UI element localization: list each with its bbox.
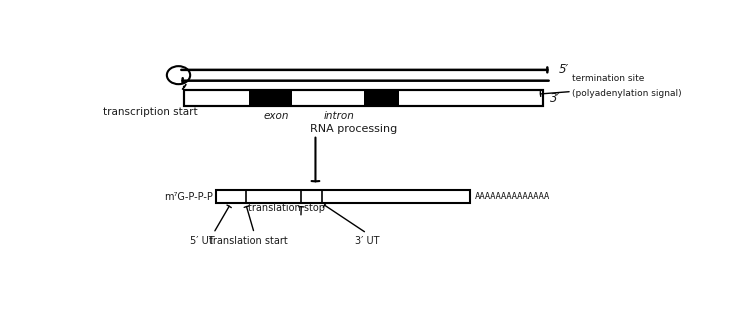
Text: translation stop: translation stop <box>248 203 325 213</box>
Text: 3′ UT: 3′ UT <box>354 236 379 246</box>
Bar <box>217 190 470 203</box>
Bar <box>249 90 292 106</box>
Text: 3′: 3′ <box>550 92 560 105</box>
Text: exon: exon <box>263 111 289 121</box>
Text: termination site: termination site <box>572 74 644 83</box>
Text: m⁷G-P-P-P: m⁷G-P-P-P <box>164 192 213 202</box>
Text: translation start: translation start <box>209 236 288 246</box>
Text: AAAAAAAAAAAAAA: AAAAAAAAAAAAAA <box>475 192 550 201</box>
Text: intron: intron <box>324 111 355 121</box>
Text: 5′ UT: 5′ UT <box>190 236 214 246</box>
Bar <box>363 90 399 106</box>
Bar <box>184 90 543 106</box>
Text: 5′: 5′ <box>559 63 569 76</box>
Text: (polyadenylation signal): (polyadenylation signal) <box>572 89 681 98</box>
Bar <box>184 90 543 106</box>
Text: RNA processing: RNA processing <box>310 124 397 134</box>
Text: transcription start: transcription start <box>103 107 197 117</box>
